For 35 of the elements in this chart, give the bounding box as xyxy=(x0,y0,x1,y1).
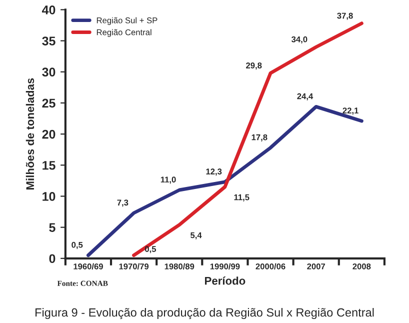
data-label: 37,8 xyxy=(337,12,353,20)
legend-label: Região Central xyxy=(96,29,152,37)
x-tick-label: 1960/69 xyxy=(74,263,103,270)
y-tick-label: 35 xyxy=(42,36,56,46)
x-tick-label: 2000/06 xyxy=(256,263,286,270)
data-label: 12,3 xyxy=(206,168,222,176)
y-tick-label: 15 xyxy=(42,161,56,170)
x-tick-label: 1980/89 xyxy=(164,263,194,270)
y-tick-label: 30 xyxy=(42,68,56,77)
text: Figura 9 - Evolução da produção da Região Sul x Região Central xyxy=(36,308,374,320)
data-label: 17,8 xyxy=(252,134,268,142)
data-label: 11,5 xyxy=(234,194,250,202)
y-axis-title: Milhões de toneladas xyxy=(26,78,34,190)
y-tick-label: 20 xyxy=(42,130,56,139)
x-tick-label: 1990/99 xyxy=(210,263,240,270)
data-label: 22,1 xyxy=(342,108,358,115)
legend-label: Região Sul + SP xyxy=(96,17,158,25)
data-label: 0,5 xyxy=(72,242,83,250)
data-label: 29,8 xyxy=(246,62,262,70)
y-tick-label: 25 xyxy=(42,98,56,108)
y-tick-label: 5 xyxy=(49,223,56,232)
data-label: 34,0 xyxy=(292,36,308,44)
data-label: 5,4 xyxy=(190,232,202,240)
x-tick-label: 2008 xyxy=(352,263,371,270)
data-label: 24,4 xyxy=(297,93,314,100)
y-tick-label: 40 xyxy=(42,5,56,14)
y-tick-label: 0 xyxy=(49,254,56,264)
y-tick-label: 10 xyxy=(42,192,56,201)
x-tick-label: 1970/79 xyxy=(119,263,149,270)
x-axis-title: Período xyxy=(205,276,246,285)
data-label: 7,3 xyxy=(117,200,128,207)
data-label: 0,5 xyxy=(145,246,156,254)
x-tick-label: 2007 xyxy=(307,263,325,270)
line-series xyxy=(86,104,364,258)
data-label: 11,0 xyxy=(160,176,176,184)
